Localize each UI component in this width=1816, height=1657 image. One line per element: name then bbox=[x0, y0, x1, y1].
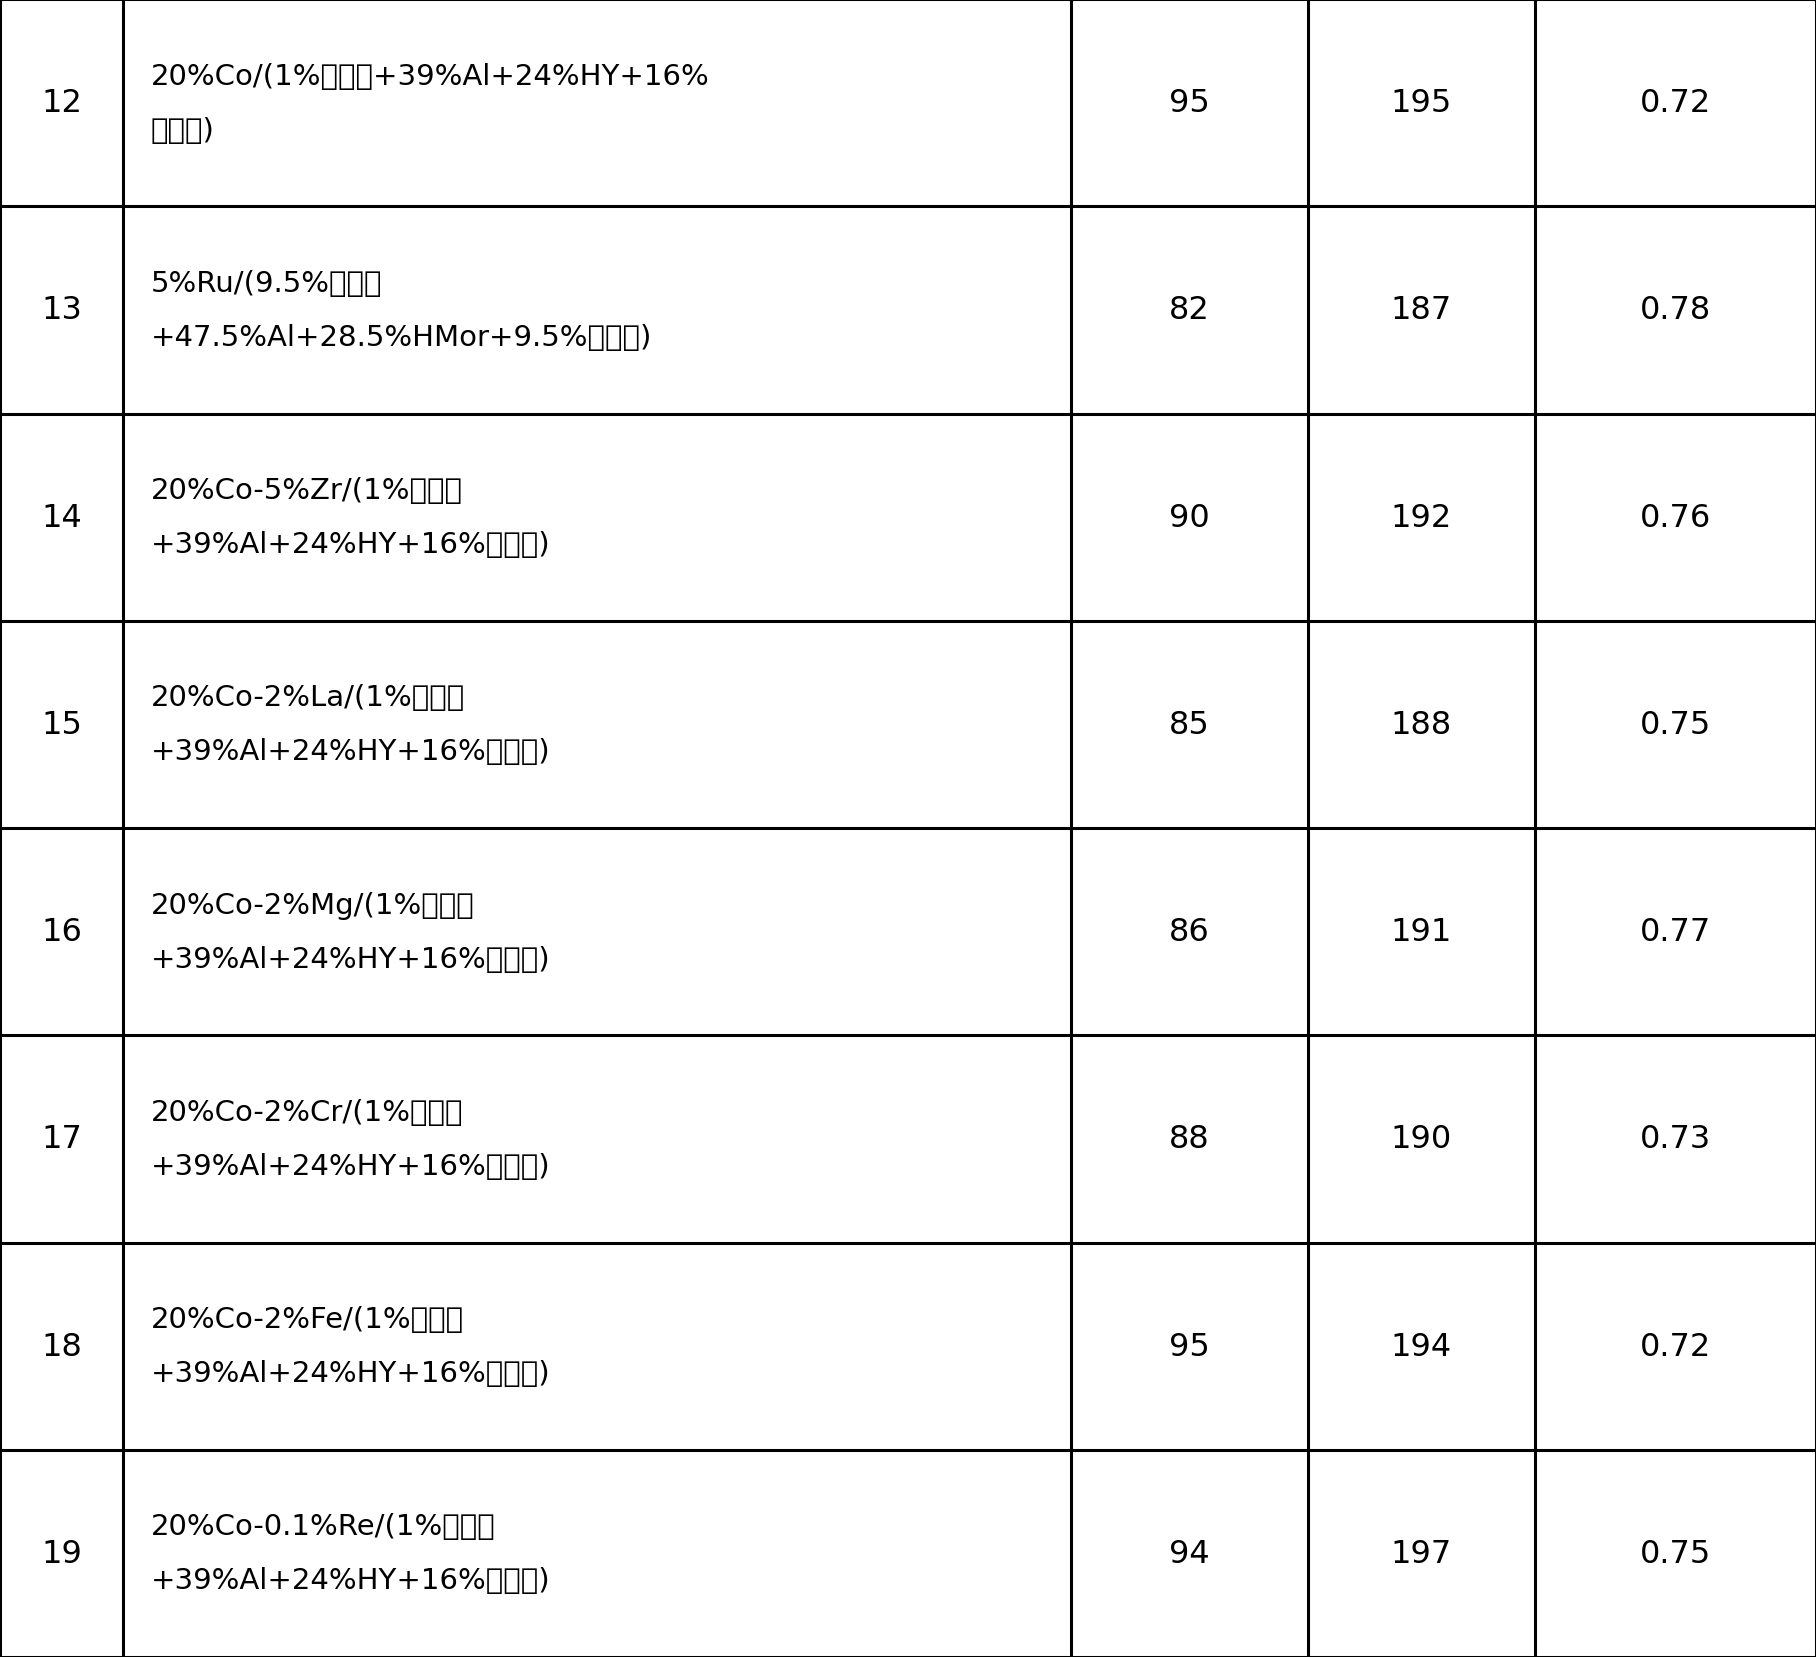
Text: +47.5%Al+28.5%HMor+9.5%勃姆石): +47.5%Al+28.5%HMor+9.5%勃姆石) bbox=[151, 323, 652, 351]
Text: +39%Al+24%HY+16%勃姆石): +39%Al+24%HY+16%勃姆石) bbox=[151, 1566, 550, 1594]
Text: +39%Al+24%HY+16%勃姆石): +39%Al+24%HY+16%勃姆石) bbox=[151, 737, 550, 766]
Text: 19: 19 bbox=[42, 1538, 82, 1569]
Text: 20%Co/(1%雷尼鑰+39%Al+24%HY+16%: 20%Co/(1%雷尼鑰+39%Al+24%HY+16% bbox=[151, 63, 710, 91]
Text: +39%Al+24%HY+16%勃姆石): +39%Al+24%HY+16%勃姆石) bbox=[151, 944, 550, 973]
Text: 20%Co-5%Zr/(1%雷尼鑰: 20%Co-5%Zr/(1%雷尼鑰 bbox=[151, 477, 463, 505]
Text: 13: 13 bbox=[42, 295, 82, 326]
Text: 20%Co-2%Cr/(1%雷尼鑰: 20%Co-2%Cr/(1%雷尼鑰 bbox=[151, 1099, 463, 1127]
Text: 188: 188 bbox=[1391, 709, 1451, 741]
Text: 0.75: 0.75 bbox=[1640, 1538, 1711, 1569]
Text: 187: 187 bbox=[1391, 295, 1451, 326]
Text: 197: 197 bbox=[1391, 1538, 1451, 1569]
Text: 85: 85 bbox=[1170, 709, 1209, 741]
Text: 20%Co-2%Fe/(1%雷尼鑰: 20%Co-2%Fe/(1%雷尼鑰 bbox=[151, 1306, 463, 1334]
Text: 15: 15 bbox=[42, 709, 82, 741]
Text: 195: 195 bbox=[1391, 88, 1451, 119]
Text: 5%Ru/(9.5%雷尼鑰: 5%Ru/(9.5%雷尼鑰 bbox=[151, 270, 381, 298]
Text: 191: 191 bbox=[1391, 916, 1451, 948]
Text: 0.72: 0.72 bbox=[1640, 1331, 1711, 1362]
Text: 12: 12 bbox=[42, 88, 82, 119]
Text: 勃姆石): 勃姆石) bbox=[151, 116, 214, 144]
Text: 94: 94 bbox=[1170, 1538, 1209, 1569]
Text: +39%Al+24%HY+16%勃姆石): +39%Al+24%HY+16%勃姆石) bbox=[151, 1359, 550, 1387]
Text: 16: 16 bbox=[42, 916, 82, 948]
Text: 0.76: 0.76 bbox=[1640, 502, 1711, 534]
Text: 192: 192 bbox=[1391, 502, 1451, 534]
Text: 0.77: 0.77 bbox=[1640, 916, 1711, 948]
Text: 17: 17 bbox=[42, 1123, 82, 1155]
Text: 88: 88 bbox=[1170, 1123, 1209, 1155]
Text: 82: 82 bbox=[1170, 295, 1209, 326]
Text: 95: 95 bbox=[1170, 1331, 1209, 1362]
Text: 0.72: 0.72 bbox=[1640, 88, 1711, 119]
Text: +39%Al+24%HY+16%勃姆石): +39%Al+24%HY+16%勃姆石) bbox=[151, 530, 550, 558]
Text: 190: 190 bbox=[1391, 1123, 1451, 1155]
Text: 0.75: 0.75 bbox=[1640, 709, 1711, 741]
Text: 20%Co-0.1%Re/(1%雷尼鑰: 20%Co-0.1%Re/(1%雷尼鑰 bbox=[151, 1513, 496, 1541]
Text: 86: 86 bbox=[1170, 916, 1209, 948]
Text: 18: 18 bbox=[42, 1331, 82, 1362]
Text: 95: 95 bbox=[1170, 88, 1209, 119]
Text: 0.78: 0.78 bbox=[1640, 295, 1711, 326]
Text: +39%Al+24%HY+16%勃姆石): +39%Al+24%HY+16%勃姆石) bbox=[151, 1152, 550, 1180]
Text: 194: 194 bbox=[1391, 1331, 1451, 1362]
Text: 20%Co-2%Mg/(1%雷尼鑰: 20%Co-2%Mg/(1%雷尼鑰 bbox=[151, 891, 474, 920]
Text: 0.73: 0.73 bbox=[1640, 1123, 1711, 1155]
Text: 14: 14 bbox=[42, 502, 82, 534]
Text: 90: 90 bbox=[1170, 502, 1209, 534]
Text: 20%Co-2%La/(1%雷尼鑰: 20%Co-2%La/(1%雷尼鑰 bbox=[151, 684, 465, 713]
